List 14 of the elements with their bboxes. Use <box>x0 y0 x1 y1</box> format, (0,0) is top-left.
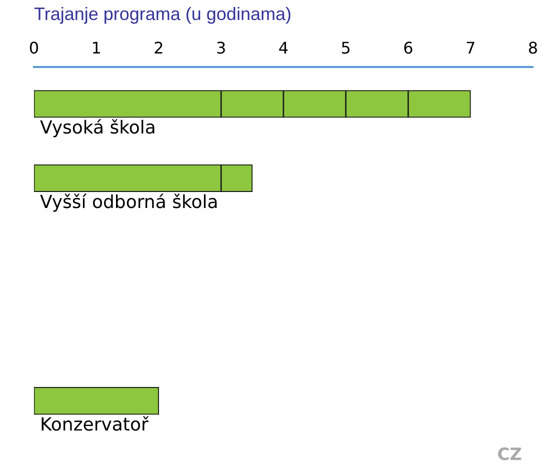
x-axis-title: Trajanje programa (u godinama) <box>34 4 292 24</box>
x-tick-label: 4 <box>278 38 289 58</box>
x-tick-label: 2 <box>154 38 164 58</box>
x-tick-label: 8 <box>528 38 538 58</box>
x-tick-label: 6 <box>403 38 414 58</box>
y-tick-label: Vysoká škola <box>40 118 156 139</box>
x-tick-label: 5 <box>340 38 351 58</box>
x-tick-label: 7 <box>465 38 476 58</box>
y-tick-label: Konzervatoř <box>40 414 150 436</box>
x-tick-label: 3 <box>216 38 226 58</box>
annotation: CZ <box>497 445 522 465</box>
y-tick-label: Vyšší odborná škola <box>40 192 218 213</box>
x-tick-label: 1 <box>91 38 102 58</box>
x-tick-label: 0 <box>28 38 40 58</box>
